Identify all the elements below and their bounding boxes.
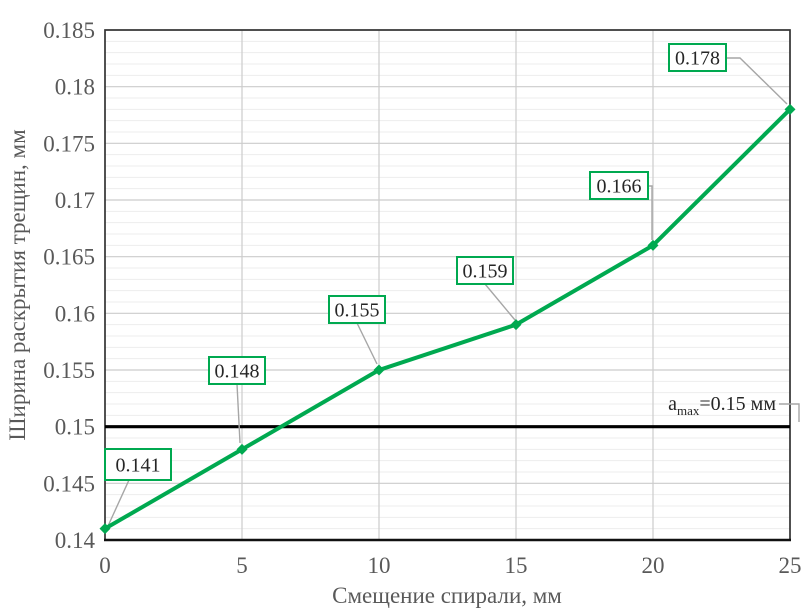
y-tick-label: 0.155 (43, 358, 95, 383)
x-axis-tick-labels: 0 5 10 15 20 25 (99, 553, 801, 578)
reference-line-label: amax=0.15 мм (668, 393, 776, 418)
data-series-line (103, 107, 792, 531)
data-point-marker (236, 443, 248, 455)
data-label: 0.155 (335, 300, 380, 322)
leader-line (107, 479, 130, 527)
plot-border (104, 29, 791, 541)
data-point-labels: 0.141 0.148 0.155 0.159 0.166 0.178 (104, 43, 727, 481)
plot-frame (104, 29, 791, 542)
y-axis-title: Ширина раскрытия трещин, мм (5, 129, 30, 441)
y-tick-label: 0.165 (43, 245, 95, 270)
data-label: 0.159 (463, 261, 508, 283)
data-label: 0.148 (215, 361, 260, 383)
data-label-box (328, 295, 386, 324)
data-label: 0.178 (675, 48, 720, 70)
data-point-marker (784, 103, 796, 115)
amax-suffix: =0.15 мм (699, 393, 776, 415)
y-axis-tick-labels: 0.14 0.145 0.15 0.155 0.16 0.165 0.17 0.175 0.18… (43, 18, 95, 553)
leader-line (648, 185, 653, 240)
x-tick-label: 10 (368, 553, 391, 578)
x-tick-label: 0 (99, 553, 111, 578)
data-label-box (208, 356, 266, 385)
y-tick-label: 0.18 (55, 75, 95, 100)
data-point-marker (510, 319, 522, 331)
data-series (103, 107, 792, 531)
leader-line (484, 283, 516, 321)
x-tick-label: 25 (779, 553, 802, 578)
label-leader-lines (107, 57, 788, 527)
y-tick-label: 0.16 (55, 301, 95, 326)
gridlines-vertical (241, 30, 791, 540)
data-label-box (589, 171, 649, 200)
y-tick-label: 0.17 (55, 188, 95, 213)
amax-subscript: max (677, 403, 700, 418)
y-tick-label: 0.14 (55, 528, 96, 553)
y-tick-label: 0.15 (55, 415, 95, 440)
gridlines-major (105, 29, 790, 541)
x-tick-label: 15 (505, 553, 528, 578)
data-label-box (104, 448, 172, 481)
data-label-box (668, 43, 727, 72)
data-label: 0.141 (116, 455, 161, 477)
leader-line (236, 383, 241, 444)
gridlines-minor (105, 40, 790, 530)
reference-label-leader-line (779, 403, 800, 422)
data-point-markers (99, 103, 796, 535)
x-tick-label: 20 (642, 553, 665, 578)
y-tick-label: 0.185 (43, 18, 95, 43)
x-axis-title: Смещение спирали, мм (332, 583, 562, 608)
data-label-box (456, 256, 514, 285)
leader-line (726, 57, 788, 105)
data-label: 0.166 (597, 176, 642, 198)
amax-prefix: a (668, 393, 677, 415)
data-point-marker (373, 364, 385, 376)
y-tick-label: 0.145 (43, 471, 95, 496)
data-point-marker (99, 523, 111, 535)
y-tick-label: 0.175 (43, 131, 95, 156)
leader-line (356, 322, 378, 365)
data-point-marker (647, 239, 659, 251)
x-tick-label: 5 (236, 553, 248, 578)
